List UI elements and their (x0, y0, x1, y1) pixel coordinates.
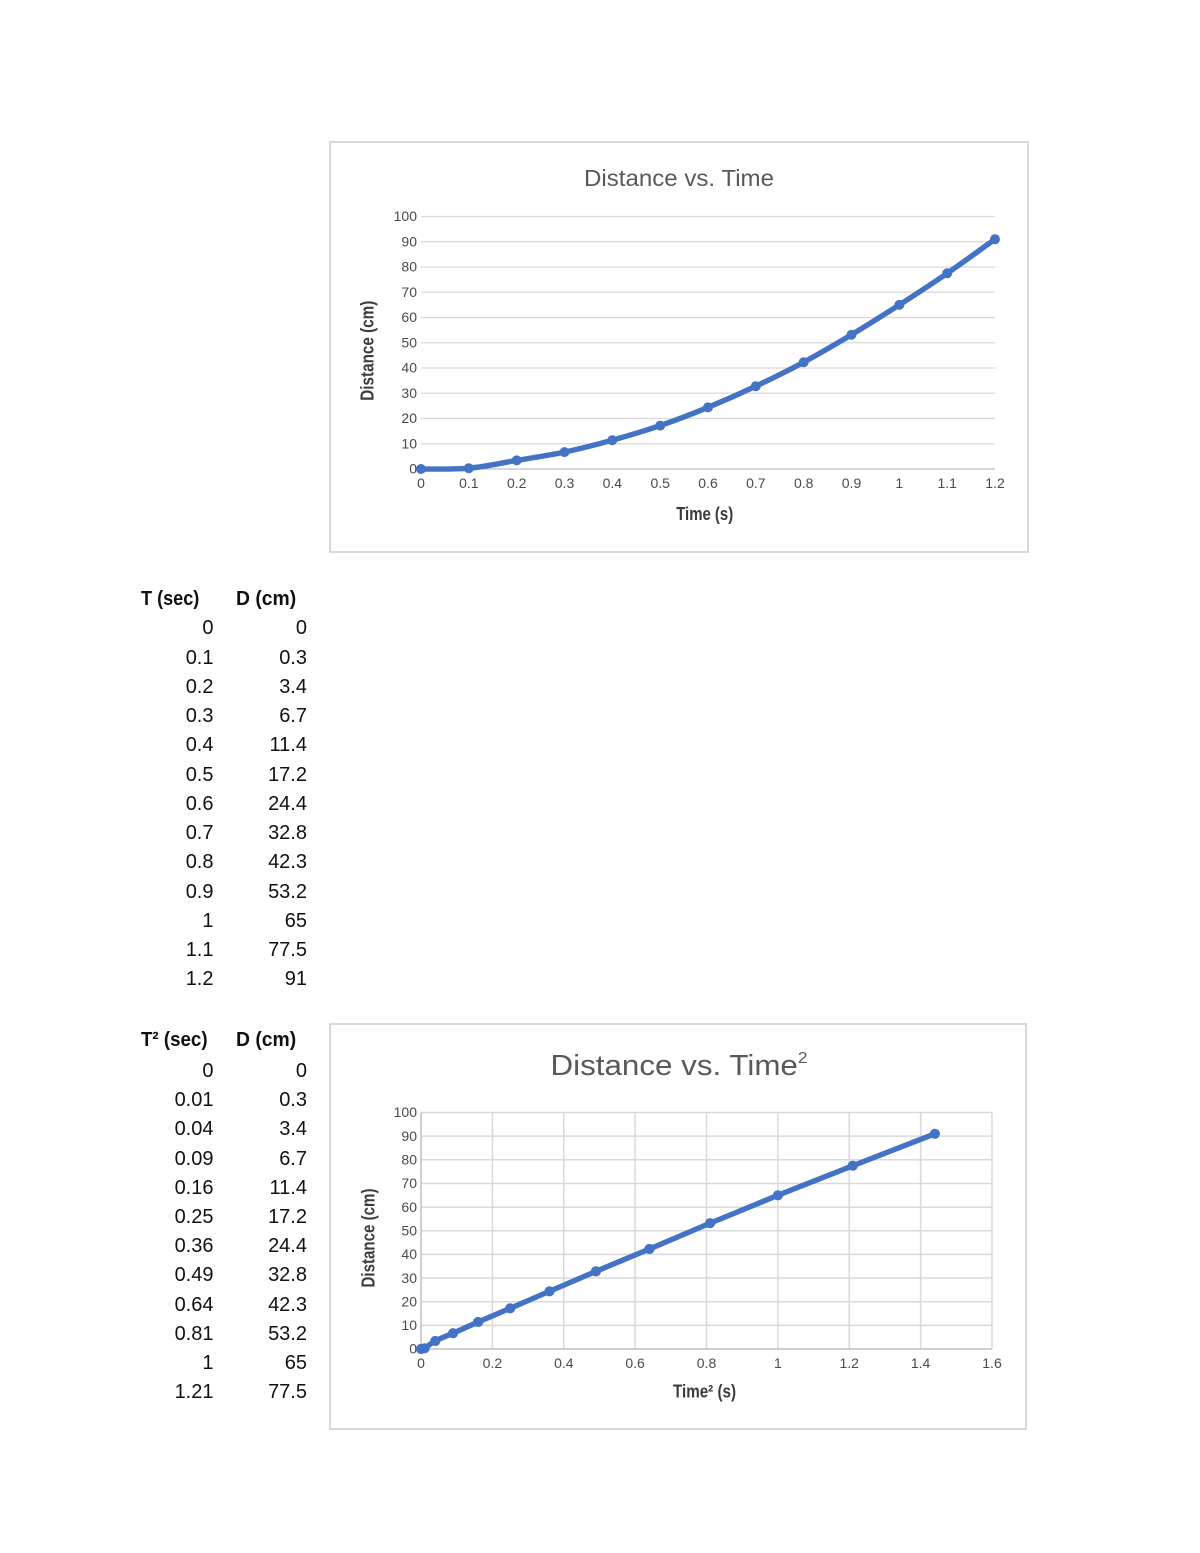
svg-text:0.1: 0.1 (459, 475, 479, 491)
svg-text:0.3: 0.3 (555, 475, 575, 491)
svg-text:100: 100 (394, 208, 418, 224)
svg-text:30: 30 (401, 1270, 417, 1286)
svg-text:0.8: 0.8 (794, 475, 814, 491)
svg-text:80: 80 (401, 259, 417, 275)
svg-text:Time (s): Time (s) (676, 504, 733, 524)
svg-text:Distance (cm): Distance (cm) (358, 301, 378, 401)
svg-text:0.2: 0.2 (507, 475, 527, 491)
svg-text:20: 20 (401, 410, 417, 426)
svg-text:1: 1 (895, 475, 903, 491)
svg-text:90: 90 (401, 234, 417, 250)
svg-text:0.6: 0.6 (625, 1355, 645, 1371)
svg-text:0: 0 (409, 461, 417, 477)
svg-text:10: 10 (401, 1317, 417, 1333)
svg-text:50: 50 (401, 1222, 417, 1238)
svg-text:0: 0 (409, 1341, 417, 1357)
svg-text:0: 0 (417, 475, 425, 491)
svg-text:1: 1 (774, 1355, 782, 1371)
svg-text:Distance (cm): Distance (cm) (359, 1189, 379, 1288)
svg-text:80: 80 (401, 1152, 417, 1168)
svg-text:10: 10 (401, 435, 417, 451)
svg-text:40: 40 (401, 1246, 417, 1262)
svg-text:70: 70 (401, 1175, 417, 1191)
svg-text:0: 0 (417, 1355, 425, 1371)
svg-text:60: 60 (401, 309, 417, 325)
svg-text:20: 20 (401, 1293, 417, 1309)
svg-text:1.2: 1.2 (839, 1355, 859, 1371)
svg-text:0.4: 0.4 (554, 1355, 574, 1371)
svg-text:0.9: 0.9 (842, 475, 862, 491)
svg-text:40: 40 (401, 360, 417, 376)
svg-text:0.4: 0.4 (603, 475, 623, 491)
svg-text:0.7: 0.7 (746, 475, 766, 491)
svg-text:70: 70 (401, 284, 417, 300)
svg-text:1.4: 1.4 (911, 1355, 931, 1371)
svg-text:90: 90 (401, 1128, 417, 1144)
svg-text:0.6: 0.6 (698, 475, 718, 491)
svg-text:Time² (s): Time² (s) (673, 1382, 736, 1402)
svg-text:1.2: 1.2 (985, 475, 1005, 491)
svg-text:50: 50 (401, 334, 417, 350)
svg-text:Distance vs. Time: Distance vs. Time (584, 165, 774, 191)
svg-text:1.1: 1.1 (937, 475, 957, 491)
svg-text:1.6: 1.6 (982, 1355, 1002, 1371)
svg-text:Distance vs. Time2: Distance vs. Time 2 (551, 1050, 808, 1082)
svg-text:0.2: 0.2 (483, 1355, 503, 1371)
svg-text:0.5: 0.5 (650, 475, 670, 491)
svg-text:60: 60 (401, 1199, 417, 1215)
svg-text:30: 30 (401, 385, 417, 401)
svg-text:100: 100 (394, 1104, 418, 1120)
svg-text:0.8: 0.8 (697, 1355, 717, 1371)
